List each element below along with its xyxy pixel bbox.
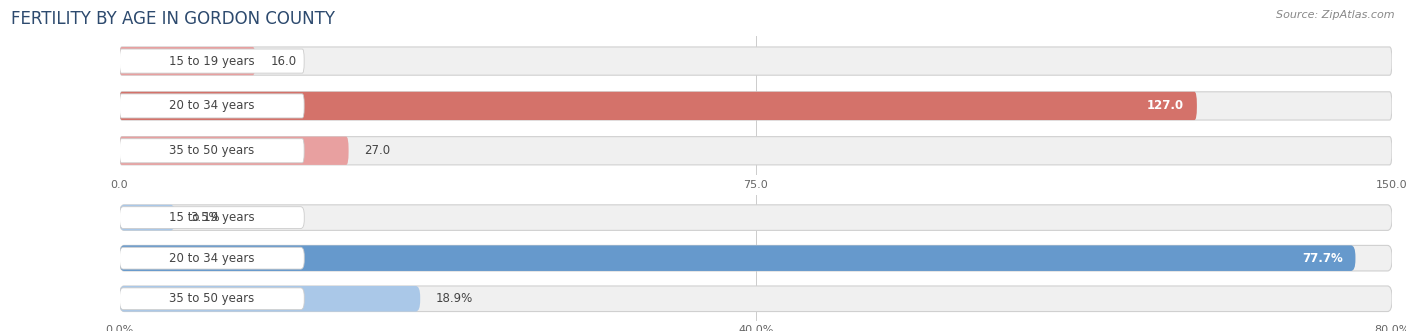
Text: 16.0: 16.0 — [270, 55, 297, 68]
FancyBboxPatch shape — [120, 139, 304, 163]
FancyBboxPatch shape — [120, 205, 1392, 230]
Text: 127.0: 127.0 — [1147, 99, 1184, 113]
FancyBboxPatch shape — [120, 92, 1197, 120]
FancyBboxPatch shape — [120, 94, 304, 118]
FancyBboxPatch shape — [120, 288, 304, 309]
Text: 77.7%: 77.7% — [1302, 252, 1343, 265]
FancyBboxPatch shape — [120, 47, 256, 75]
FancyBboxPatch shape — [120, 47, 1392, 75]
FancyBboxPatch shape — [120, 207, 304, 228]
Text: 18.9%: 18.9% — [436, 292, 472, 305]
FancyBboxPatch shape — [120, 137, 349, 165]
Text: 15 to 19 years: 15 to 19 years — [169, 211, 254, 224]
Text: 27.0: 27.0 — [364, 144, 389, 157]
Text: 20 to 34 years: 20 to 34 years — [169, 252, 254, 265]
Text: 35 to 50 years: 35 to 50 years — [169, 144, 254, 157]
FancyBboxPatch shape — [120, 286, 420, 311]
FancyBboxPatch shape — [120, 245, 1392, 271]
FancyBboxPatch shape — [120, 286, 1392, 311]
FancyBboxPatch shape — [120, 205, 176, 230]
FancyBboxPatch shape — [120, 49, 304, 73]
Text: 35 to 50 years: 35 to 50 years — [169, 292, 254, 305]
FancyBboxPatch shape — [120, 137, 1392, 165]
FancyBboxPatch shape — [120, 245, 1355, 271]
Text: FERTILITY BY AGE IN GORDON COUNTY: FERTILITY BY AGE IN GORDON COUNTY — [11, 10, 335, 28]
Text: 3.5%: 3.5% — [190, 211, 221, 224]
Text: 20 to 34 years: 20 to 34 years — [169, 99, 254, 113]
Text: Source: ZipAtlas.com: Source: ZipAtlas.com — [1277, 10, 1395, 20]
FancyBboxPatch shape — [120, 247, 304, 269]
Text: 15 to 19 years: 15 to 19 years — [169, 55, 254, 68]
FancyBboxPatch shape — [120, 92, 1392, 120]
